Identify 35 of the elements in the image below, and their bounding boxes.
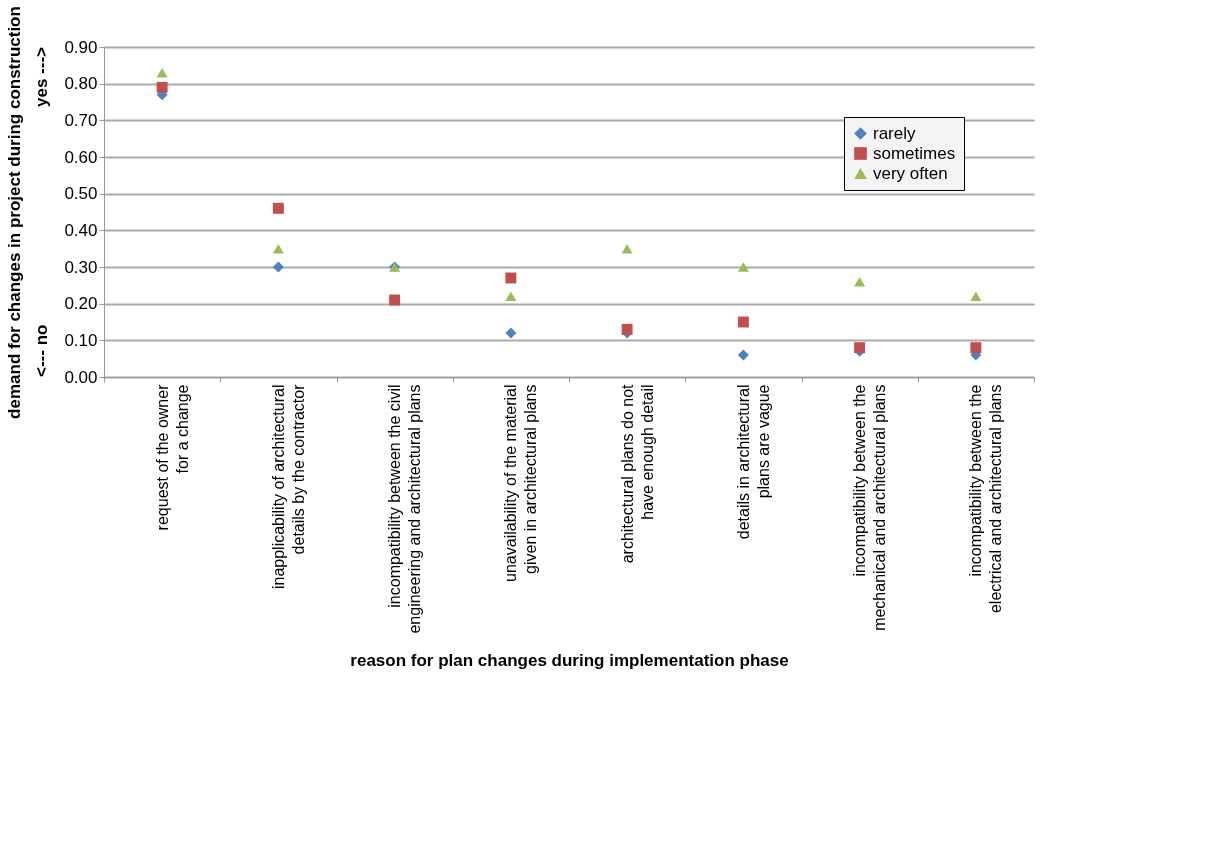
y-tick-label: 0.00 [64, 367, 98, 387]
point [156, 81, 168, 93]
point [621, 243, 633, 254]
point [970, 291, 982, 302]
y-tick-label: 0.20 [64, 294, 98, 314]
point [156, 67, 168, 78]
y-tick-label: 0.90 [64, 37, 98, 57]
point [272, 261, 284, 273]
point [505, 291, 517, 302]
point [737, 316, 749, 328]
legend-label: rarely [873, 123, 917, 143]
text: yes ---> [32, 46, 51, 107]
legend-label: sometimes [873, 143, 956, 163]
y-tick-label: 0.40 [64, 220, 98, 240]
point [737, 349, 749, 361]
text: <--- no [32, 324, 51, 377]
y-tick-label: 0.80 [64, 74, 98, 94]
y-tick-label: 0.70 [64, 110, 98, 130]
legend-label: very often [873, 163, 948, 183]
point [737, 262, 749, 272]
y-tick-label: 0.50 [64, 184, 98, 204]
y-tick-label: 0.10 [64, 330, 98, 350]
point [505, 327, 517, 339]
y-axis-title: demand for changes in project during construction [5, 6, 25, 419]
y-tick-label: 0.30 [64, 257, 98, 277]
point [621, 323, 633, 335]
point [970, 342, 982, 354]
point [854, 276, 866, 287]
point [272, 202, 284, 214]
x-tick-label: request of the owner for a change [153, 383, 191, 531]
point [272, 243, 284, 254]
y-tick-label: 0.60 [64, 147, 98, 167]
x-axis-title: reason for plan changes during implementation phase [350, 650, 789, 670]
point [389, 294, 401, 306]
point [505, 272, 517, 284]
